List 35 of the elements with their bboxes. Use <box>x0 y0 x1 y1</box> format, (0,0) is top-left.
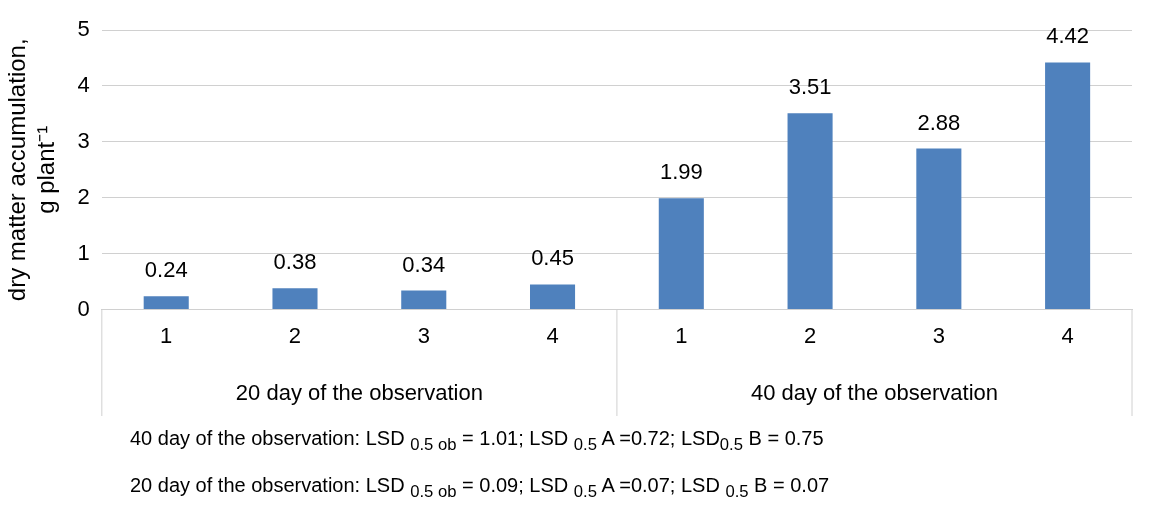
text: 20 day of the observation <box>235 380 483 406</box>
bar <box>787 113 833 310</box>
y-tick-label: 4 <box>77 71 90 97</box>
data-label: 1.99 <box>659 159 703 185</box>
text: 20 day of the observation: LSD $_{0.5 ob}$ = 0.09; LSD $_{0.5}$ A =0.07; LSD $_{0.5}$ B = 0.07 <box>130 473 831 503</box>
y-axis-title: dry matter accumulation, g plant⁻¹ <box>3 38 59 302</box>
data-label: 0.38 <box>273 249 317 275</box>
data-label: 0.24 <box>144 257 188 283</box>
bar <box>658 198 704 310</box>
bar <box>530 284 576 310</box>
data-label: 2.88 <box>917 109 961 135</box>
x-tick-label: 3 <box>932 322 945 348</box>
data-label: 0.45 <box>531 245 574 271</box>
x-tick-label: 1 <box>675 322 688 348</box>
x-tick-label: 1 <box>160 322 173 348</box>
y-tick-label: 3 <box>77 127 90 153</box>
x-tick-label: 4 <box>1061 322 1074 348</box>
data-label: 0.34 <box>402 251 446 277</box>
x-tick-label: 2 <box>288 322 302 348</box>
bar <box>916 148 962 310</box>
text: 40 day of the observation <box>750 380 998 406</box>
x-tick-label: 2 <box>803 322 817 348</box>
x-tick-label: 3 <box>417 322 430 348</box>
y-tick-label: 5 <box>77 16 90 42</box>
data-label: 3.51 <box>788 74 832 100</box>
bar <box>1045 62 1091 310</box>
text: 40 day of the observation: LSD $_{0.5 ob}$ = 1.01; LSD $_{0.5}$ A =0.72; LSD$_{0.5}$ B = 0.75 <box>130 426 825 456</box>
x-tick-label: 4 <box>546 322 559 348</box>
bar <box>143 296 189 310</box>
y-tick-label: 2 <box>77 183 90 209</box>
data-label: 4.42 <box>1046 23 1090 49</box>
y-tick-label: 0 <box>77 295 90 321</box>
bar <box>401 290 447 310</box>
y-tick-label: 1 <box>77 239 90 265</box>
bar <box>272 288 318 310</box>
